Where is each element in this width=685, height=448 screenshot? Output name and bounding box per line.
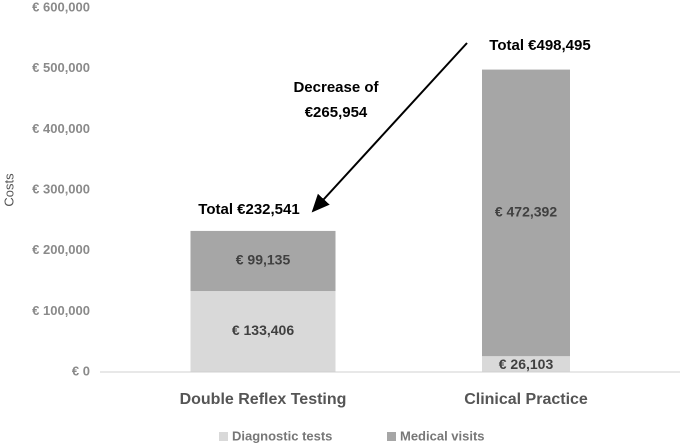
x-tick-label: Clinical Practice xyxy=(464,391,588,408)
arrow xyxy=(311,42,468,213)
legend-swatch xyxy=(387,432,396,441)
y-tick-label: € 500,000 xyxy=(32,60,90,75)
value-label: € 26,103 xyxy=(499,356,554,372)
annotation: Decrease of xyxy=(293,79,379,96)
y-tick-label: € 0 xyxy=(72,363,90,378)
y-tick-label: € 300,000 xyxy=(32,181,90,196)
y-tick-label: € 100,000 xyxy=(32,303,90,318)
annotation: Total €232,541 xyxy=(198,201,299,218)
bar-segment xyxy=(190,230,336,292)
value-label: € 472,392 xyxy=(495,204,557,220)
legend-label: Medical visits xyxy=(400,428,485,443)
x-tick-label: Double Reflex Testing xyxy=(180,391,347,408)
bar-segment xyxy=(482,69,570,357)
annotation: €265,954 xyxy=(305,104,368,121)
legend-swatch xyxy=(219,432,228,441)
bar-segment xyxy=(190,291,336,372)
bar-segment xyxy=(482,356,570,372)
y-tick-label: € 200,000 xyxy=(32,242,90,257)
y-tick-label: € 400,000 xyxy=(32,121,90,136)
value-label: € 99,135 xyxy=(236,252,291,268)
annotation: Total €498,495 xyxy=(489,37,590,54)
y-tick-label: € 600,000 xyxy=(32,0,90,14)
value-label: € 133,406 xyxy=(232,322,294,338)
legend-label: Diagnostic tests xyxy=(232,428,332,443)
y-axis-label: Costs xyxy=(1,173,16,207)
